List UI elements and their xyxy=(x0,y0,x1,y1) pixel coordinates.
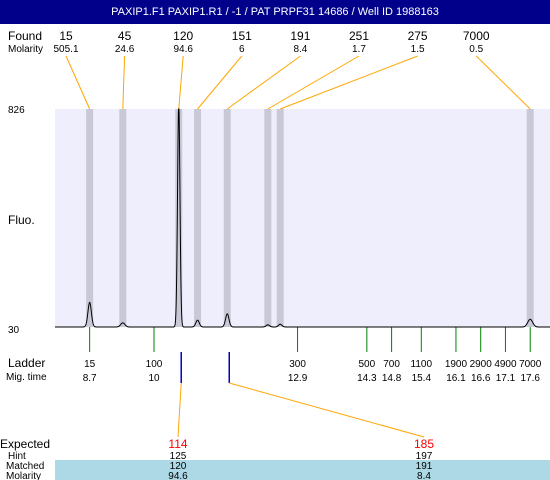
hint-value-0: 125 xyxy=(170,451,187,462)
found-molarity-4: 8.4 xyxy=(293,44,307,55)
found-leader-7 xyxy=(475,55,531,110)
ladder-time-7: 16.6 xyxy=(471,373,491,384)
ladder-time-0: 8.7 xyxy=(83,373,97,384)
ladder-size-9: 7000 xyxy=(519,359,542,370)
ladder-size-1: 100 xyxy=(146,359,163,370)
ladder-size-5: 1100 xyxy=(411,359,433,370)
ladder-size-4: 700 xyxy=(383,359,400,370)
ladder-time-9: 17.6 xyxy=(520,373,540,384)
y-axis-label: Fluo. xyxy=(8,213,35,227)
found-size-2: 120 xyxy=(173,29,193,43)
ladder-time-2: 12.9 xyxy=(288,373,308,384)
found-label: Found xyxy=(8,29,42,43)
found-leader-4 xyxy=(226,55,301,110)
matched-row-band xyxy=(55,460,550,470)
found-molarity-7: 0.5 xyxy=(469,44,483,55)
y-tick-min: 30 xyxy=(8,325,20,336)
chart-header: PAXIP1.F1 PAXIP1.R1 / -1 / PAT PRPF31 14… xyxy=(0,0,550,24)
expected-label: Expected xyxy=(0,437,50,451)
ladder-size-3: 500 xyxy=(359,359,376,370)
found-leader-6 xyxy=(280,55,418,110)
electropherogram: 82630Fluo.FoundMolarity15505.14524.61209… xyxy=(0,29,550,480)
expected-leader-1 xyxy=(229,382,425,438)
molarity-value-1: 8.4 xyxy=(417,471,431,480)
found-leader-0 xyxy=(65,55,91,110)
peak-band-0 xyxy=(86,109,94,327)
ladder-size-2: 300 xyxy=(289,359,306,370)
ladder-size-6: 1900 xyxy=(445,359,468,370)
found-size-7: 7000 xyxy=(463,29,490,43)
found-molarity-6: 1.5 xyxy=(411,44,425,55)
plot-area xyxy=(55,109,550,327)
found-molarity-2: 94.6 xyxy=(173,44,193,55)
ladder-time-6: 16.1 xyxy=(446,373,466,384)
peak-band-2 xyxy=(175,109,183,327)
found-leader-5 xyxy=(267,55,360,110)
peak-band-5 xyxy=(264,109,272,327)
molarity-bottom-label: Molarity xyxy=(6,471,41,480)
expected-value-0: 114 xyxy=(168,437,187,451)
matched-value-0: 120 xyxy=(170,461,187,472)
ladder-size-7: 2900 xyxy=(470,359,493,370)
found-size-6: 275 xyxy=(408,29,428,43)
ladder-time-1: 10 xyxy=(148,373,160,384)
ladder-size-8: 4900 xyxy=(494,359,517,370)
found-size-4: 191 xyxy=(290,29,310,43)
molarity-label: Molarity xyxy=(8,44,43,55)
found-molarity-1: 24.6 xyxy=(115,44,135,55)
found-size-3: 151 xyxy=(232,29,252,43)
found-size-5: 251 xyxy=(349,29,369,43)
found-leader-3 xyxy=(197,55,243,110)
found-size-0: 15 xyxy=(59,29,73,43)
molarity-value-0: 94.6 xyxy=(168,471,188,480)
peak-band-4 xyxy=(223,109,231,327)
peak-band-7 xyxy=(526,109,534,327)
ladder-time-3: 14.3 xyxy=(357,373,377,384)
molarity-row-band xyxy=(55,470,550,480)
hint-value-1: 197 xyxy=(416,451,433,462)
ladder-time-8: 17.1 xyxy=(496,373,516,384)
peak-band-1 xyxy=(119,109,127,327)
found-leader-1 xyxy=(122,55,126,110)
matched-value-1: 191 xyxy=(416,461,433,472)
peak-band-3 xyxy=(194,109,202,327)
ladder-label: Ladder xyxy=(8,356,45,370)
found-leader-2 xyxy=(178,55,184,110)
expected-value-1: 185 xyxy=(414,437,434,451)
ladder-time-5: 15.4 xyxy=(412,373,432,384)
ladder-time-4: 14.8 xyxy=(382,373,402,384)
mig-time-label: Mig. time xyxy=(6,372,47,383)
found-molarity-5: 1.7 xyxy=(352,44,366,55)
hint-label: Hint xyxy=(8,451,26,462)
trace-line xyxy=(55,108,550,328)
found-molarity-0: 505.1 xyxy=(53,44,78,55)
peak-band-6 xyxy=(276,109,284,327)
y-tick-max: 826 xyxy=(8,105,25,116)
found-size-1: 45 xyxy=(118,29,132,43)
ladder-size-0: 15 xyxy=(84,359,96,370)
expected-leader-0 xyxy=(177,382,182,438)
found-molarity-3: 6 xyxy=(239,44,245,55)
matched-label: Matched xyxy=(6,461,44,472)
